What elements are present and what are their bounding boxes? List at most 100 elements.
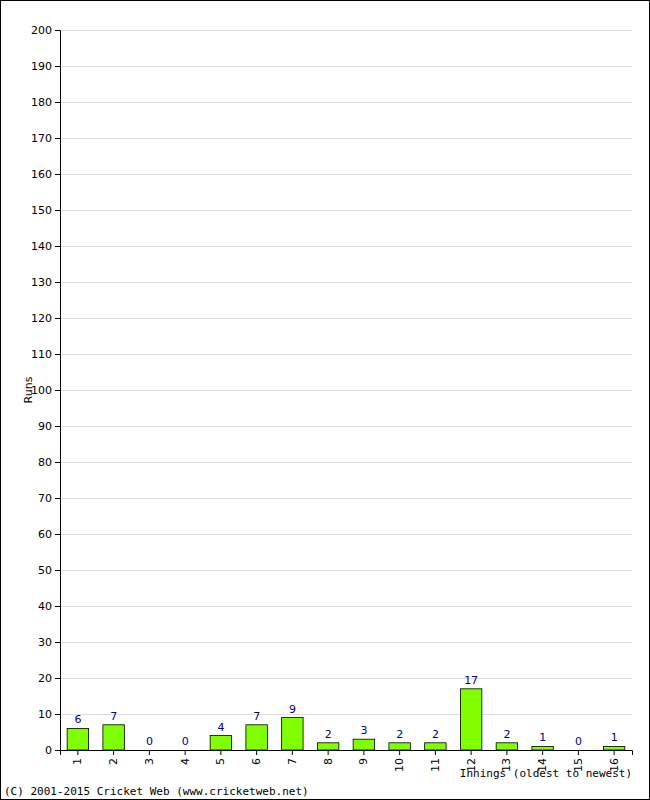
x-tick: 8 (322, 750, 335, 765)
grid-line (60, 498, 632, 499)
x-tick: 2 (107, 750, 120, 765)
y-tick-mark (55, 102, 60, 103)
y-tick: 150 (31, 204, 60, 217)
y-tick-label: 180 (31, 96, 52, 109)
data-label: 2 (325, 728, 332, 741)
y-tick-mark (55, 642, 60, 643)
y-tick-label: 50 (38, 564, 52, 577)
y-tick: 30 (38, 636, 60, 649)
y-tick: 60 (38, 528, 60, 541)
y-tick-mark (55, 354, 60, 355)
grid-line (60, 318, 632, 319)
grid-line (60, 678, 632, 679)
y-axis-title: Runs (22, 376, 35, 403)
y-tick-label: 120 (31, 312, 52, 325)
grid-line (60, 606, 632, 607)
x-tick-mark (363, 750, 364, 755)
grid-line (60, 102, 632, 103)
bar (496, 743, 517, 750)
grid-line (60, 714, 632, 715)
y-tick-mark (55, 318, 60, 319)
x-tick-mark (614, 750, 615, 755)
grid-line (60, 66, 632, 67)
x-tick-label: 10 (393, 758, 406, 772)
y-tick: 40 (38, 600, 60, 613)
x-tick-label: 7 (286, 758, 299, 765)
bar (353, 739, 374, 750)
data-labels: 67004792322172101 (74, 674, 617, 748)
bar (67, 728, 88, 750)
y-tick: 70 (38, 492, 60, 505)
data-label: 0 (575, 735, 582, 748)
y-tick: 110 (31, 348, 60, 361)
y-tick-mark (55, 534, 60, 535)
y-tick-label: 140 (31, 240, 52, 253)
x-tick: 9 (357, 750, 370, 765)
bar (282, 718, 303, 750)
y-tick-label: 80 (38, 456, 52, 469)
frame (1, 1, 650, 800)
y-tick: 140 (31, 240, 60, 253)
y-tick-mark (55, 66, 60, 67)
y-tick: 160 (31, 168, 60, 181)
y-tick-label: 60 (38, 528, 52, 541)
x-tick-mark (220, 750, 221, 755)
bar (103, 725, 124, 750)
y-tick: 50 (38, 564, 60, 577)
grid-line (60, 246, 632, 247)
y-tick-mark (55, 570, 60, 571)
bar (532, 746, 553, 750)
grid-line (60, 30, 632, 31)
y-tick: 90 (38, 420, 60, 433)
x-tick-mark (77, 750, 78, 755)
bar (568, 750, 589, 751)
x-tick-mark (506, 750, 507, 755)
x-tick-mark (435, 750, 436, 755)
x-tick-mark (399, 750, 400, 755)
y-tick-label: 10 (38, 708, 52, 721)
x-tick-label: 6 (250, 758, 263, 765)
y-tick-mark (55, 462, 60, 463)
x-tick-label: 8 (322, 758, 335, 765)
y-tick-label: 40 (38, 600, 52, 613)
y-tick-mark (55, 246, 60, 247)
data-label: 9 (289, 703, 296, 716)
data-label: 2 (396, 728, 403, 741)
y-tick: 0 (45, 744, 60, 757)
y-tick: 170 (31, 132, 60, 145)
y-tick-mark (55, 282, 60, 283)
annotations: (C) 2001-2015 Cricket Web (www.cricketwe… (4, 785, 309, 798)
grid-line (60, 642, 632, 643)
x-tick-mark (292, 750, 293, 755)
x-tick: 3 (143, 750, 156, 765)
bar (139, 750, 160, 751)
y-tick: 130 (31, 276, 60, 289)
x-tick: 1 (71, 750, 84, 765)
x-tick: 4 (179, 750, 192, 765)
annotation: (C) 2001-2015 Cricket Web (www.cricketwe… (4, 785, 309, 798)
y-tick: 80 (38, 456, 60, 469)
grid-line (60, 174, 632, 175)
y-tick-mark (55, 498, 60, 499)
x-tick-label: 3 (143, 758, 156, 765)
y-axis-line (55, 31, 61, 751)
y-tick: 180 (31, 96, 60, 109)
x-axis-line (61, 751, 633, 756)
x-tick: 5 (214, 750, 227, 765)
y-tick: 190 (31, 60, 60, 73)
bar (425, 743, 446, 750)
y-tick-label: 30 (38, 636, 52, 649)
x-tick-mark (542, 750, 543, 755)
data-label: 17 (464, 674, 478, 687)
grid-line (60, 210, 632, 211)
data-label: 3 (360, 724, 367, 737)
y-tick-mark (55, 606, 60, 607)
x-tick-label: 5 (214, 758, 227, 765)
y-tick-label: 190 (31, 60, 52, 73)
bar (317, 743, 338, 750)
y-tick-mark (55, 138, 60, 139)
y-tick-label: 130 (31, 276, 52, 289)
x-tick-label: 11 (429, 758, 442, 772)
y-tick-label: 170 (31, 132, 52, 145)
grid-line (60, 462, 632, 463)
